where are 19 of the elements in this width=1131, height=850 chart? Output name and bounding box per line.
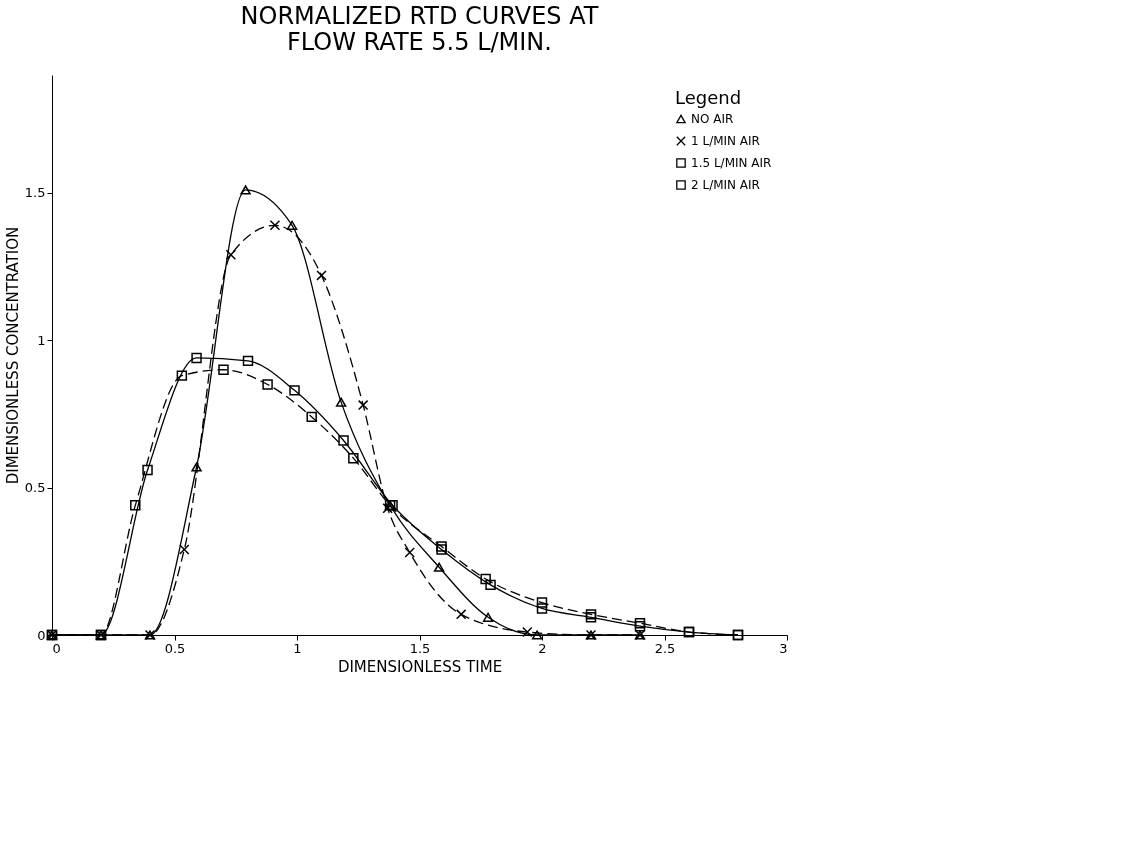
chart-title: NORMALIZED RTD CURVES AT FLOW RATE 5.5 L/MIN.: [240, 2, 599, 56]
legend-label: 1 L/MIN AIR: [691, 134, 760, 148]
x-tick-label: 2.5: [654, 640, 676, 656]
x-tick-label: 0.5: [164, 640, 186, 656]
y-tick-label: 1: [37, 332, 46, 348]
legend-title: Legend: [675, 87, 742, 108]
y-tick-label: 0.5: [24, 480, 46, 496]
y-axis-title: DIMENSIONLESS CONCENTRATION: [3, 226, 22, 485]
x-tick-label: 1: [293, 640, 302, 656]
legend-label: NO AIR: [691, 112, 734, 126]
y-tick-label: 0: [37, 627, 46, 643]
x-axis-title: DIMENSIONLESS TIME: [337, 657, 503, 676]
x-tick-label: 0: [52, 640, 61, 656]
x-tick-label: 1.5: [409, 640, 431, 656]
y-tick-label: 1.5: [24, 185, 46, 201]
x-tick-label: 2: [538, 640, 547, 656]
legend-label: 2 L/MIN AIR: [691, 178, 760, 192]
legend-label: 1.5 L/MIN AIR: [691, 156, 772, 170]
x-tick-label: 3: [779, 640, 788, 656]
